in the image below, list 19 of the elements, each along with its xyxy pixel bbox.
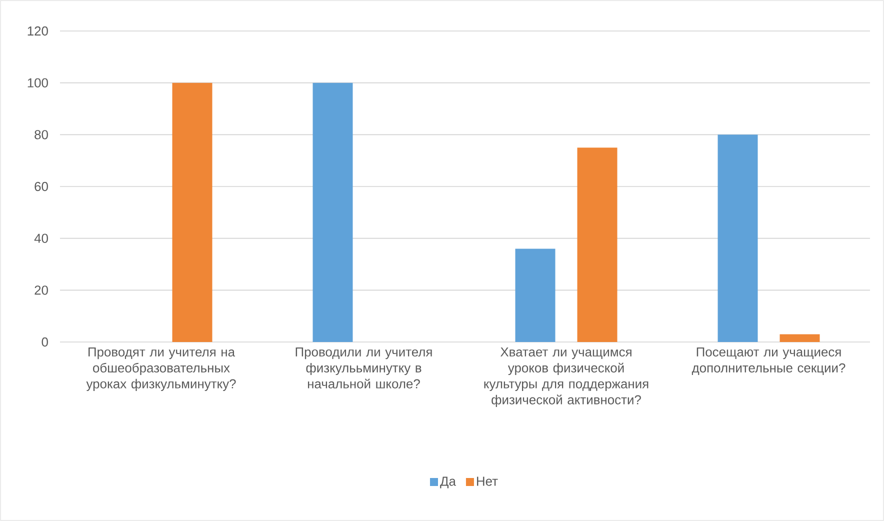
y-tick-label: 20 <box>34 286 48 295</box>
y-tick-label: 120 <box>28 26 48 36</box>
y-tick-label: 60 <box>34 182 48 192</box>
x-tick-label: Посещают ли учащиеся дополнительные секции? <box>692 348 846 375</box>
bar <box>780 334 820 342</box>
x-tick-label: Проводили ли учителя физкулььминутку в начальной школе? <box>296 348 432 388</box>
legend-label: Да <box>440 476 456 488</box>
x-tick-label: Проводят ли учителя на обшеобразовательных уроках физкульминутку? <box>86 348 236 391</box>
y-tick-label: 80 <box>34 130 48 140</box>
bar <box>515 248 556 342</box>
bar <box>577 148 618 342</box>
x-tick-label: Хватает ли учащимся уроков физической культуры для поддержания физической активности? <box>484 348 648 407</box>
y-tick-label: 40 <box>34 234 48 243</box>
bar <box>172 82 212 342</box>
bar <box>312 82 353 342</box>
legend-label: Нет <box>477 476 498 486</box>
bar <box>718 134 758 342</box>
y-tick-label: 100 <box>28 78 48 88</box>
y-tick-label: 0 <box>42 337 48 347</box>
